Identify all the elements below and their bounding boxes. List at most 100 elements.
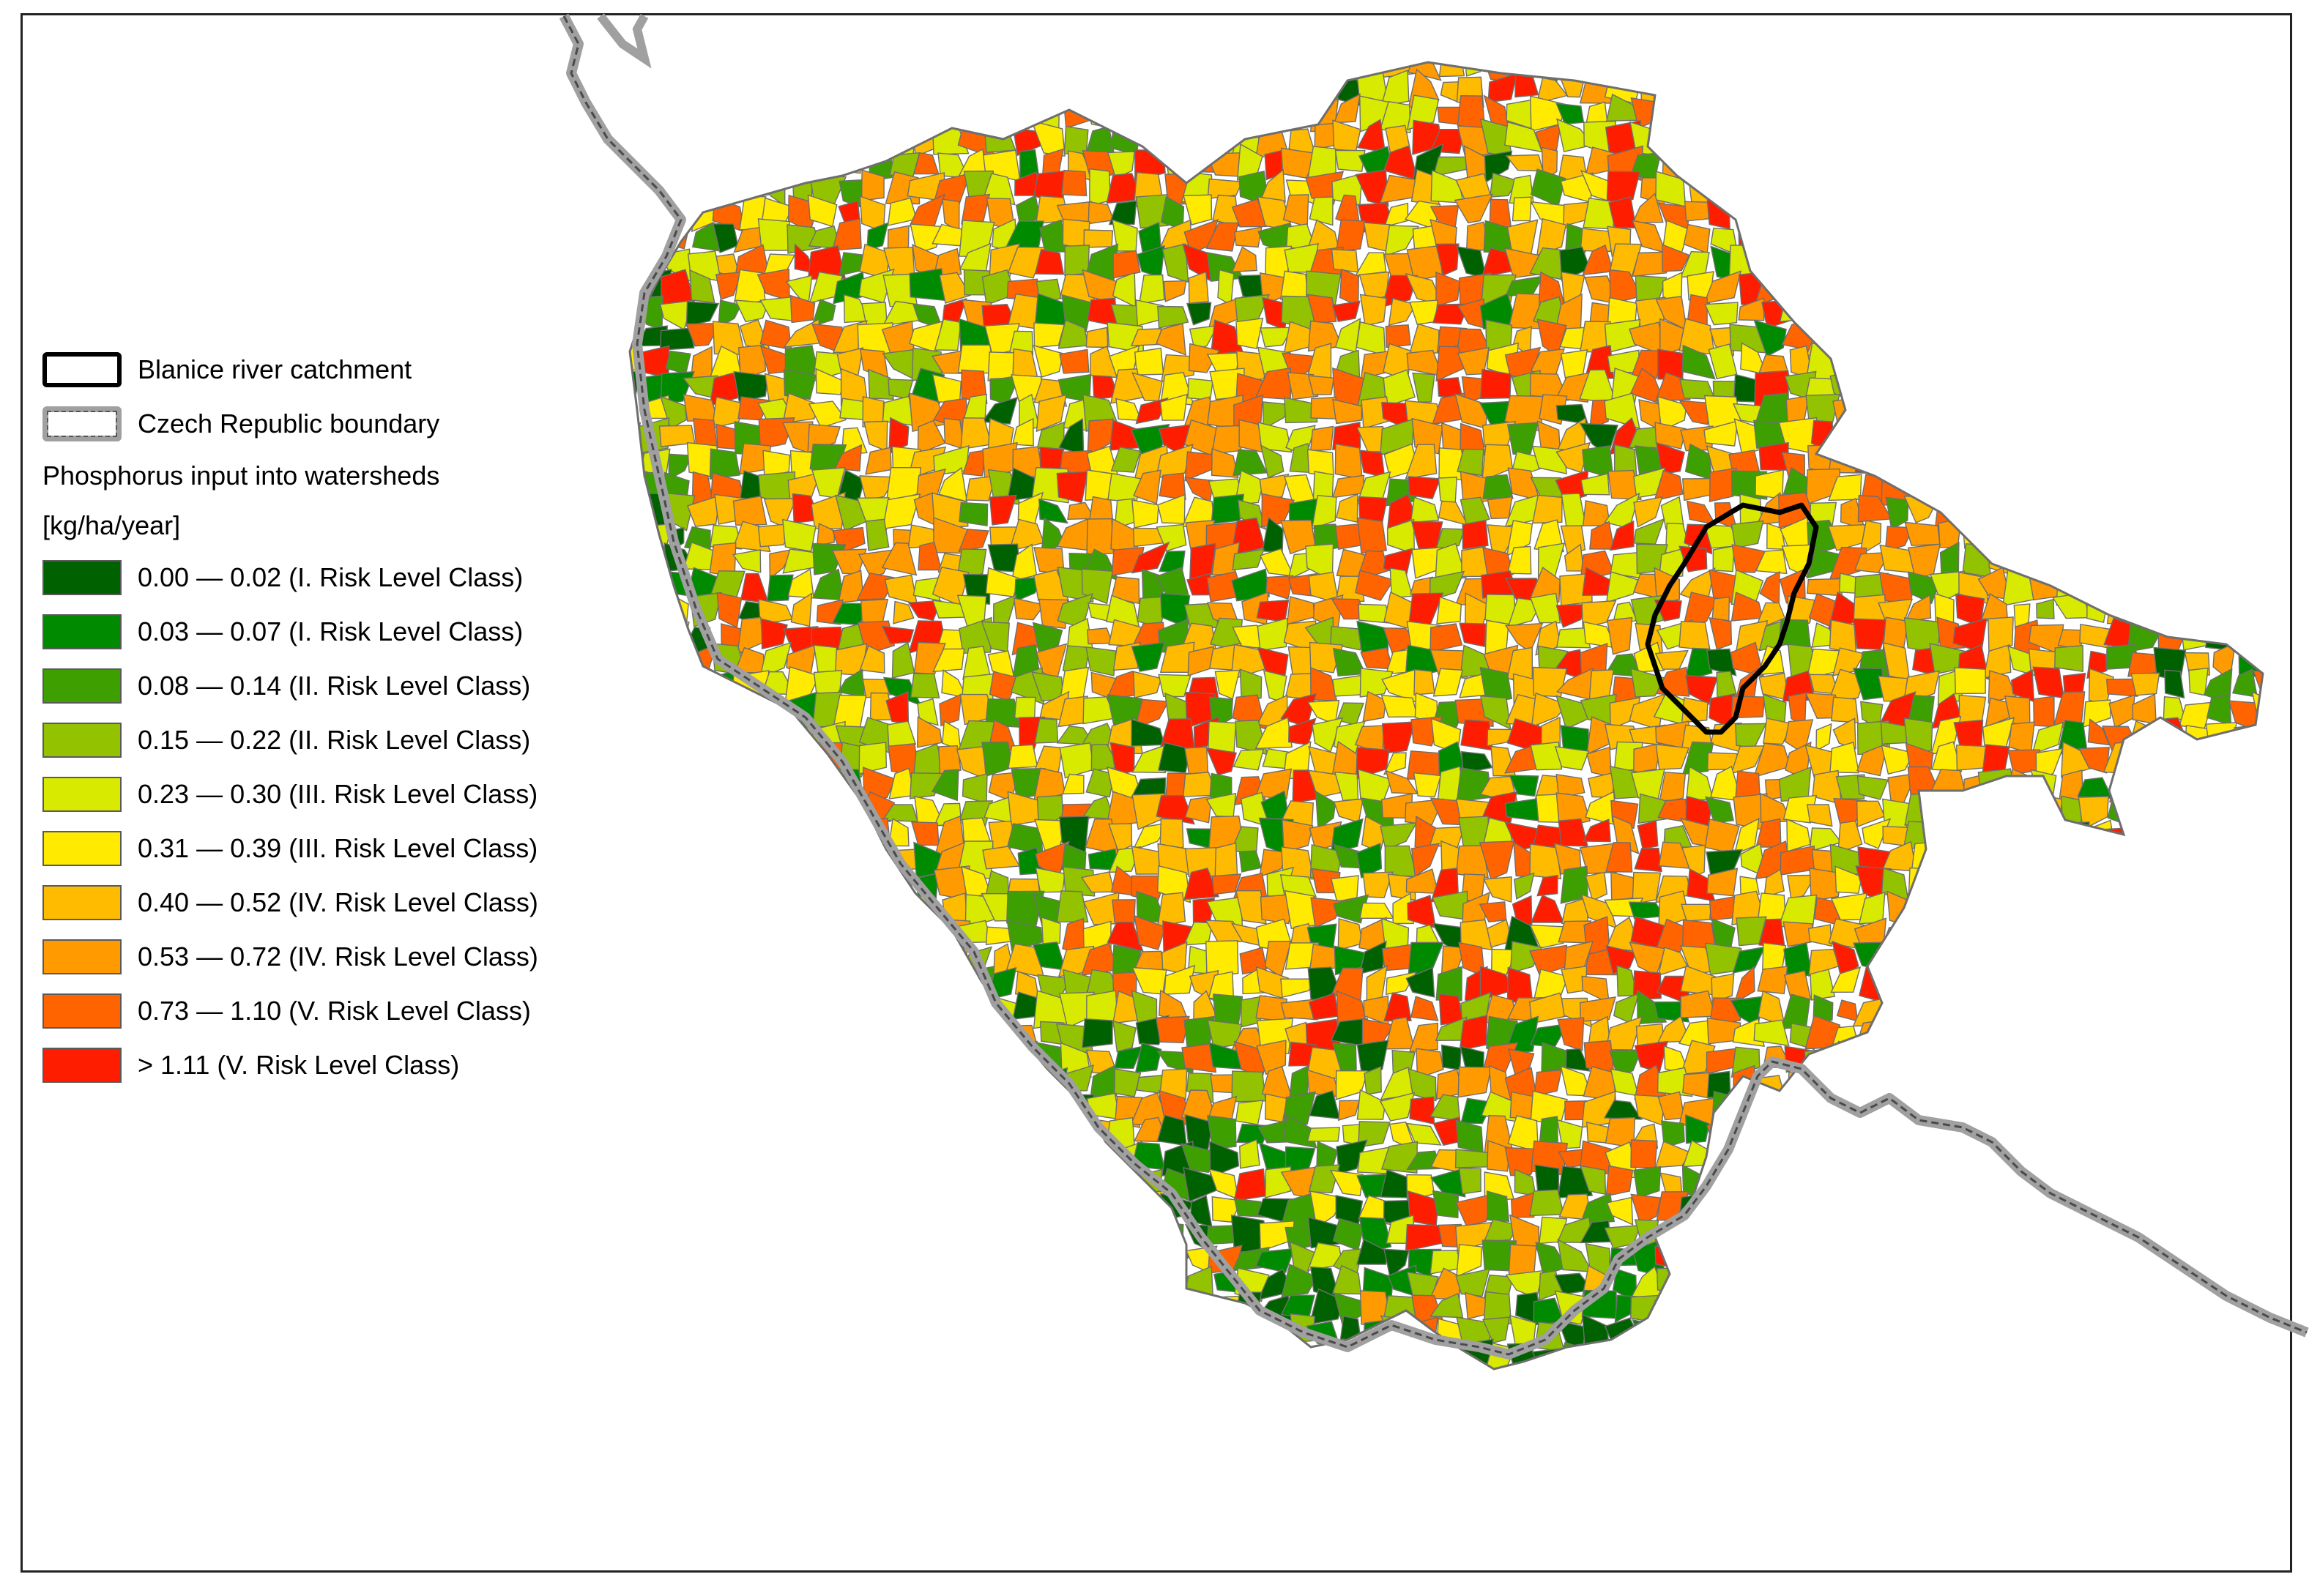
watershed-cell[interactable] [1212, 993, 1243, 1026]
watershed-cell[interactable] [710, 968, 737, 1000]
watershed-cell[interactable] [2179, 127, 2208, 157]
watershed-cell[interactable] [2133, 942, 2163, 971]
watershed-cell[interactable] [2028, 199, 2060, 226]
watershed-cell[interactable] [1902, 1217, 1941, 1253]
watershed-cell[interactable] [956, 1073, 996, 1100]
watershed-cell[interactable] [2057, 548, 2092, 576]
watershed-cell[interactable] [1033, 322, 1066, 348]
watershed-cell[interactable] [814, 1040, 841, 1075]
watershed-cell[interactable] [609, 230, 642, 258]
watershed-cell[interactable] [1107, 1316, 1141, 1350]
watershed-cell[interactable] [619, 468, 645, 505]
watershed-cell[interactable] [2029, 1090, 2057, 1120]
watershed-cell[interactable] [1834, 145, 1862, 174]
watershed-cell[interactable] [834, 69, 871, 107]
watershed-cell[interactable] [908, 1240, 943, 1278]
watershed-cell[interactable] [2234, 1021, 2256, 1050]
watershed-cell[interactable] [1857, 1194, 1887, 1226]
watershed-cell[interactable] [2054, 1220, 2091, 1246]
watershed-cell[interactable] [1737, 1239, 1761, 1270]
watershed-cell[interactable] [2205, 518, 2232, 556]
watershed-cell[interactable] [2084, 53, 2115, 72]
watershed-cell[interactable] [1261, 168, 1286, 203]
watershed-cell[interactable] [906, 56, 939, 76]
watershed-cell[interactable] [1131, 966, 1167, 995]
watershed-cell[interactable] [1133, 1363, 1158, 1393]
watershed-cell[interactable] [2212, 417, 2238, 445]
watershed-cell[interactable] [1904, 1296, 1936, 1327]
watershed-cell[interactable] [1159, 472, 1186, 501]
watershed-cell[interactable] [658, 1294, 695, 1328]
watershed-cell[interactable] [1059, 1141, 1090, 1176]
watershed-cell[interactable] [2053, 1018, 2092, 1051]
watershed-cell[interactable] [1011, 1313, 1041, 1353]
watershed-cell[interactable] [1257, 617, 1288, 652]
watershed-cell[interactable] [1859, 520, 1882, 556]
watershed-cell[interactable] [913, 641, 946, 675]
watershed-cell[interactable] [1958, 347, 1992, 380]
watershed-cell[interactable] [713, 168, 746, 197]
watershed-cell[interactable] [1884, 318, 1913, 356]
watershed-cell[interactable] [1879, 1115, 1914, 1154]
watershed-cell[interactable] [1931, 103, 1961, 133]
watershed-cell[interactable] [1131, 72, 1159, 106]
watershed-cell[interactable] [663, 821, 696, 847]
watershed-cell[interactable] [1039, 447, 1065, 471]
watershed-cell[interactable] [1886, 1291, 1915, 1319]
watershed-cell[interactable] [861, 917, 890, 950]
watershed-cell[interactable] [735, 843, 768, 873]
watershed-cell[interactable] [2060, 969, 2088, 998]
watershed-cell[interactable] [735, 299, 769, 323]
watershed-cell[interactable] [2206, 571, 2235, 601]
watershed-cell[interactable] [687, 696, 723, 728]
watershed-cell[interactable] [1929, 1018, 1961, 1054]
watershed-cell[interactable] [2234, 127, 2261, 157]
watershed-cell[interactable] [912, 1166, 942, 1197]
watershed-cell[interactable] [1381, 721, 1416, 754]
watershed-cell[interactable] [691, 1220, 722, 1253]
watershed-cell[interactable] [2009, 1263, 2031, 1301]
watershed-cell[interactable] [888, 1368, 912, 1400]
watershed-cell[interactable] [1731, 544, 1767, 573]
watershed-cell[interactable] [783, 1263, 816, 1301]
watershed-cell[interactable] [1956, 318, 1986, 351]
watershed-cell[interactable] [2262, 622, 2286, 650]
watershed-cell[interactable] [1356, 843, 1383, 879]
watershed-cell[interactable] [2186, 1373, 2211, 1401]
watershed-cell[interactable] [1232, 1374, 1268, 1401]
watershed-cell[interactable] [1853, 1363, 1891, 1398]
watershed-cell[interactable] [964, 1141, 993, 1177]
watershed-cell[interactable] [1855, 1217, 1882, 1252]
watershed-cell[interactable] [2206, 1218, 2241, 1250]
watershed-cell[interactable] [2179, 51, 2209, 83]
watershed-cell[interactable] [962, 772, 988, 805]
watershed-cell[interactable] [1829, 48, 1864, 74]
watershed-cell[interactable] [907, 600, 942, 622]
watershed-cell[interactable] [2152, 399, 2191, 430]
watershed-cell[interactable] [857, 874, 893, 905]
watershed-cell[interactable] [2227, 1343, 2263, 1376]
watershed-cell[interactable] [1111, 1192, 1137, 1224]
watershed-cell[interactable] [2256, 450, 2286, 481]
watershed-cell[interactable] [2005, 1073, 2038, 1092]
watershed-cell[interactable] [1956, 1047, 1990, 1073]
watershed-cell[interactable] [1536, 874, 1558, 897]
watershed-cell[interactable] [811, 1021, 847, 1052]
watershed-cell[interactable] [686, 1365, 715, 1402]
watershed-cell[interactable] [1167, 97, 1194, 128]
watershed-cell[interactable] [1479, 695, 1512, 730]
watershed-cell[interactable] [717, 1313, 743, 1353]
watershed-cell[interactable] [2206, 914, 2239, 944]
watershed-cell[interactable] [1514, 74, 1539, 98]
watershed-cell[interactable] [809, 95, 845, 134]
watershed-cell[interactable] [1088, 201, 1115, 225]
watershed-cell[interactable] [1012, 1243, 1038, 1272]
watershed-cell[interactable] [1906, 197, 1941, 220]
watershed-cell[interactable] [1832, 302, 1866, 329]
watershed-cell[interactable] [835, 1239, 866, 1267]
watershed-cell[interactable] [2106, 492, 2133, 528]
watershed-cell[interactable] [1231, 1070, 1266, 1103]
watershed-cell[interactable] [1758, 1092, 1788, 1123]
watershed-cell[interactable] [1632, 51, 1668, 80]
watershed-cell[interactable] [1733, 817, 1760, 856]
